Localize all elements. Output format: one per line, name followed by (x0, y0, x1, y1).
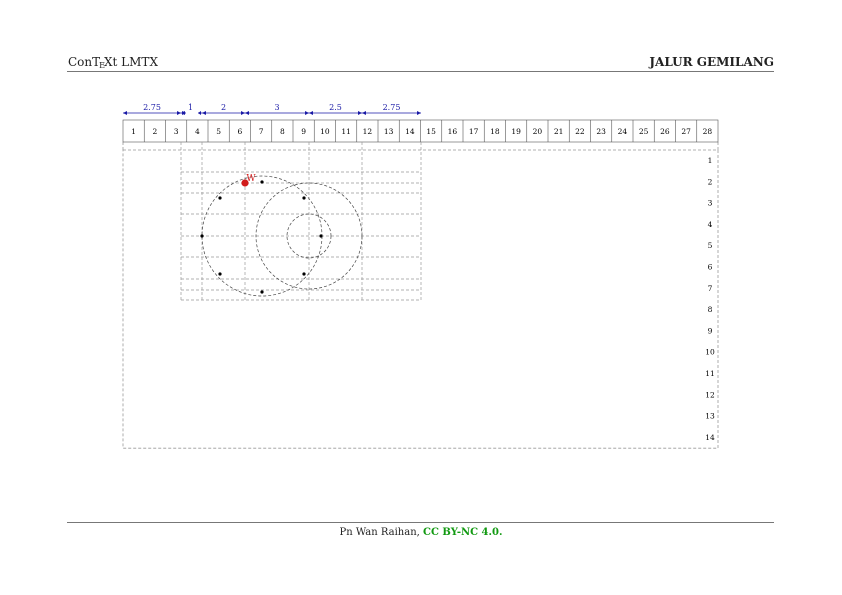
board-frame (122, 149, 719, 449)
column-label: 24 (618, 127, 628, 136)
column-label: 6 (237, 127, 242, 136)
row-label: 2 (708, 177, 713, 186)
dimension-arrowhead (123, 111, 127, 115)
column-label: 8 (280, 127, 285, 136)
row-label: 8 (708, 305, 713, 314)
point-w (241, 179, 249, 187)
column-label: 1 (131, 127, 136, 136)
header-rule (67, 71, 774, 72)
construction-point (260, 290, 264, 294)
column-label: 27 (681, 127, 691, 136)
construction-point (200, 234, 204, 238)
row-label: 3 (708, 199, 713, 208)
dimension-arrowhead (241, 111, 245, 115)
dimension-label: 2.75 (143, 103, 161, 112)
footer-author: Pn Wan Raihan, (339, 527, 420, 538)
dimension-arrowhead (305, 111, 309, 115)
column-label: 4 (195, 127, 200, 136)
row-label: 7 (708, 284, 713, 293)
row-label: 12 (705, 390, 715, 399)
column-label: 3 (174, 127, 179, 136)
column-label: 18 (490, 127, 500, 136)
medium-circle (255, 182, 363, 290)
column-label: 13 (384, 127, 394, 136)
dimension-arrowhead (182, 111, 186, 115)
row-label: 13 (705, 412, 715, 421)
construction-point (260, 180, 264, 184)
column-label: 21 (554, 127, 564, 136)
column-label: 19 (511, 127, 521, 136)
small-circle (286, 213, 332, 259)
footer-license: CC BY-NC 4.0. (423, 527, 503, 538)
dimension-arrowhead (177, 111, 181, 115)
row-label: 10 (705, 348, 715, 357)
row-label: 4 (708, 220, 713, 229)
column-label: 15 (426, 127, 436, 136)
dimension-arrowhead (362, 111, 366, 115)
construction-point (319, 234, 323, 238)
column-label: 5 (216, 127, 221, 136)
dimension-label: 2 (221, 103, 226, 112)
construction-point (302, 196, 306, 200)
dimension-arrowhead (309, 111, 313, 115)
construction-point (218, 196, 222, 200)
row-label: 11 (705, 369, 715, 378)
point-w-label: W (246, 174, 256, 184)
column-label: 22 (575, 127, 585, 136)
dimension-arrowhead (202, 111, 206, 115)
dimension-arrowhead (417, 111, 421, 115)
dimension-arrowhead (245, 111, 249, 115)
dimension-arrowhead (198, 111, 201, 115)
column-label: 25 (639, 127, 649, 136)
column-label: 23 (596, 127, 606, 136)
dimension-label: 1 (188, 103, 193, 112)
dimension-arrowhead (358, 111, 362, 115)
column-label: 11 (341, 127, 351, 136)
construction-point (302, 272, 306, 276)
column-label: 17 (469, 127, 479, 136)
header-title-left: ConTEXt LMTX (68, 55, 158, 70)
row-label: 5 (708, 241, 713, 250)
footer: Pn Wan Raihan, CC BY-NC 4.0. (0, 527, 842, 538)
dimension-label: 3 (274, 103, 279, 112)
column-label: 9 (301, 127, 306, 136)
column-label: 2 (152, 127, 157, 136)
dimension-label: 2.5 (329, 103, 342, 112)
column-label: 26 (660, 127, 670, 136)
column-label: 10 (320, 127, 330, 136)
column-label: 20 (533, 127, 543, 136)
column-label: 7 (259, 127, 264, 136)
column-label: 14 (405, 127, 415, 136)
row-label: 14 (705, 433, 715, 442)
column-label: 16 (448, 127, 458, 136)
row-label: 6 (708, 263, 713, 272)
dimension-label: 2.75 (383, 103, 401, 112)
column-label: 28 (703, 127, 713, 136)
construction-point (218, 272, 222, 276)
header-title-right: JALUR GEMILANG (649, 55, 774, 69)
row-label: 9 (708, 326, 713, 335)
footer-rule (67, 522, 774, 523)
row-label: 1 (708, 156, 713, 165)
column-label: 12 (363, 127, 373, 136)
